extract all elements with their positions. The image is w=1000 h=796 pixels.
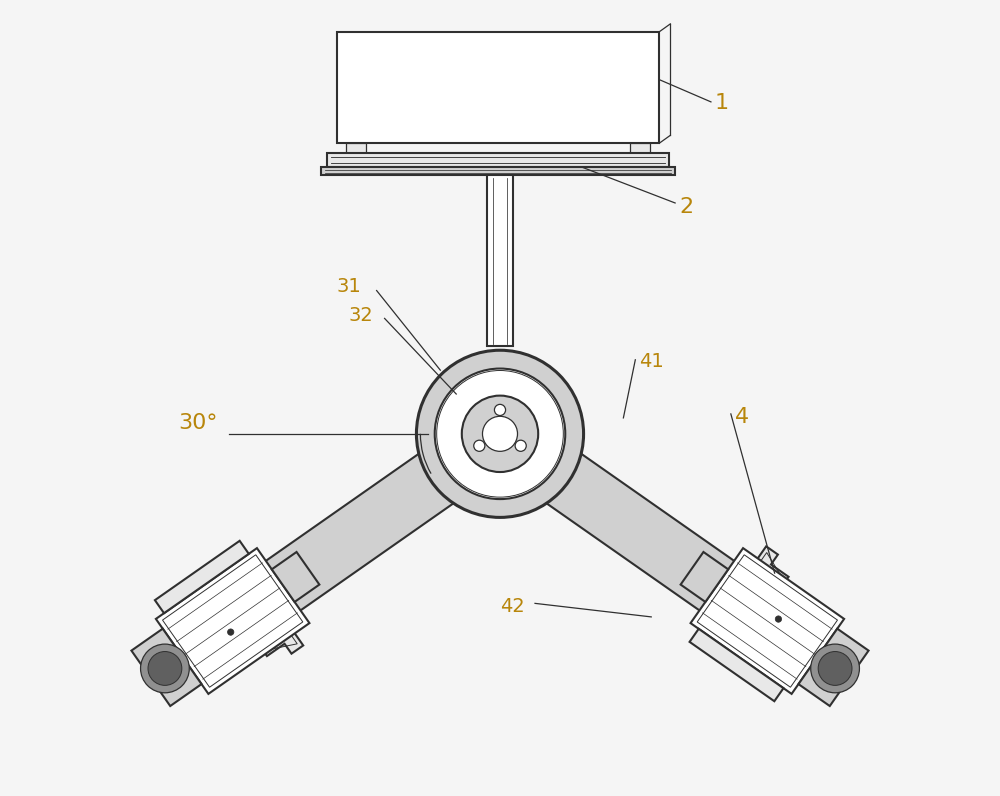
Text: 2: 2 — [679, 197, 693, 217]
Text: 32: 32 — [349, 306, 374, 325]
Polygon shape — [248, 429, 489, 623]
Bar — [327, 153, 669, 167]
Circle shape — [437, 370, 563, 498]
Circle shape — [474, 440, 485, 451]
Text: 4: 4 — [735, 407, 749, 427]
Circle shape — [141, 644, 189, 693]
Polygon shape — [697, 546, 789, 656]
Polygon shape — [131, 629, 202, 706]
Circle shape — [515, 440, 526, 451]
Polygon shape — [272, 552, 319, 602]
Circle shape — [228, 629, 234, 635]
Bar — [321, 167, 675, 175]
Circle shape — [494, 404, 506, 416]
Polygon shape — [691, 548, 844, 694]
Polygon shape — [690, 629, 783, 701]
Bar — [346, 143, 366, 153]
Text: 30°: 30° — [178, 413, 217, 434]
Bar — [487, 175, 513, 346]
Text: 41: 41 — [639, 352, 664, 371]
Circle shape — [818, 652, 852, 685]
Polygon shape — [681, 552, 728, 602]
Circle shape — [775, 616, 782, 622]
Polygon shape — [798, 629, 869, 706]
Polygon shape — [155, 540, 249, 613]
Circle shape — [482, 416, 518, 451]
Bar — [630, 143, 650, 153]
Circle shape — [811, 644, 859, 693]
Circle shape — [416, 350, 584, 517]
Circle shape — [462, 396, 538, 472]
Circle shape — [435, 369, 565, 499]
Polygon shape — [511, 429, 752, 623]
Text: 31: 31 — [337, 277, 362, 296]
Polygon shape — [211, 546, 303, 656]
Text: 42: 42 — [500, 597, 525, 616]
Circle shape — [148, 652, 182, 685]
Polygon shape — [156, 548, 309, 694]
Text: 1: 1 — [715, 93, 729, 114]
FancyBboxPatch shape — [337, 32, 659, 143]
